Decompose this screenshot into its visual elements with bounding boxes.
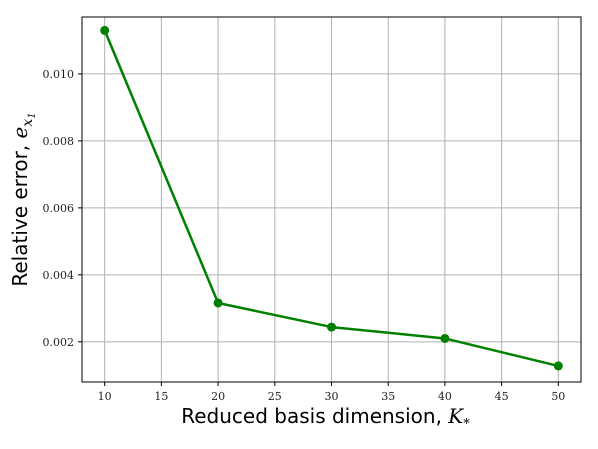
x-tick-label: 10 (98, 390, 112, 403)
y-tick-label: 0.008 (43, 135, 75, 148)
y-axis-title-symbol: e (8, 127, 32, 139)
data-point-marker (213, 298, 223, 308)
data-series (100, 25, 563, 371)
data-point-marker (553, 361, 563, 371)
data-point-marker (327, 322, 336, 332)
x-tick-label: 50 (551, 390, 565, 403)
x-axis-title: Reduced basis dimension, K* (181, 404, 470, 432)
y-tick-label: 0.002 (43, 336, 75, 349)
y-axis-title-subsubscript: 1 (27, 112, 38, 118)
y-axis-title: Relative error, ex1 (8, 112, 38, 286)
data-point-marker (100, 25, 110, 35)
y-tick-label: 0.004 (43, 269, 75, 282)
x-axis-title-text: Reduced basis dimension, (181, 404, 448, 428)
y-axis-title-text: Relative error, (8, 138, 32, 286)
x-tick-label: 45 (495, 390, 509, 403)
x-tick-label: 15 (154, 390, 168, 403)
data-point-marker (440, 333, 450, 343)
x-tick-label: 30 (325, 390, 339, 403)
x-tick-label: 40 (438, 390, 452, 403)
axis-ticks: 10 15 20 25 30 35 40 45 50 0.002 0.004 0.006 0.008 0.… (43, 68, 566, 403)
grid-lines (82, 17, 581, 382)
x-tick-label: 25 (268, 390, 282, 403)
x-axis-title-symbol: K (447, 404, 464, 428)
y-tick-label: 0.006 (43, 202, 75, 215)
x-tick-label: 35 (381, 390, 395, 403)
y-tick-label: 0.010 (43, 68, 75, 81)
y-axis-title-subscript: x (20, 119, 36, 127)
x-tick-label: 20 (211, 390, 225, 403)
x-axis-title-subscript: * (463, 417, 470, 432)
